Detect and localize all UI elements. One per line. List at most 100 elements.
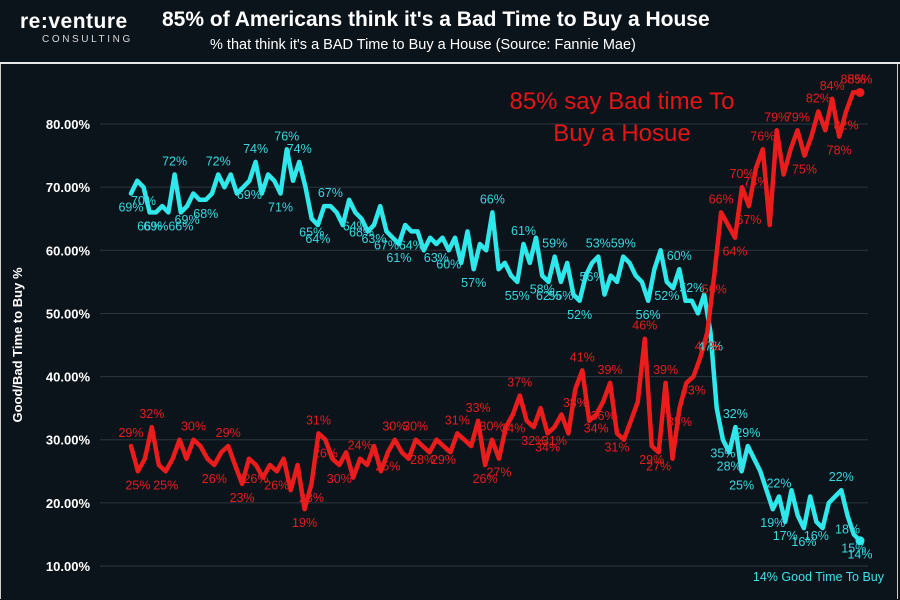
good-time-data-label: 69% bbox=[175, 213, 200, 227]
bad-time-data-label: 26% bbox=[473, 472, 498, 486]
good-time-data-label: 68% bbox=[349, 226, 374, 240]
good-time-data-label: 52% bbox=[567, 308, 592, 322]
bad-time-data-label: 27% bbox=[486, 466, 511, 480]
good-time-data-label: 18% bbox=[835, 522, 860, 536]
bad-time-data-label: 19% bbox=[292, 516, 317, 530]
y-tick-label: 70.00% bbox=[46, 180, 91, 195]
bad-time-data-label: 38% bbox=[563, 396, 588, 410]
good-time-data-label: 52% bbox=[654, 289, 679, 303]
bad-time-data-label: 25% bbox=[125, 478, 150, 492]
bad-time-data-label: 79% bbox=[785, 110, 810, 124]
grid-lines bbox=[100, 123, 868, 567]
bad-time-data-label: 25% bbox=[375, 459, 400, 473]
good-time-data-label: 67% bbox=[318, 186, 343, 200]
chart-subtitle: % that think it's a BAD Time to Buy a Ho… bbox=[210, 37, 636, 53]
bad-time-data-label: 84% bbox=[820, 79, 845, 93]
good-time-data-label: 62% bbox=[536, 289, 561, 303]
bad-time-data-label: 24% bbox=[348, 439, 373, 453]
good-time-series-line bbox=[128, 147, 863, 543]
good-time-data-label: 66% bbox=[137, 219, 162, 233]
bad-time-data-label: 23% bbox=[230, 491, 255, 505]
good-time-data-label: 16% bbox=[804, 529, 829, 543]
y-tick-label: 10.00% bbox=[46, 559, 91, 574]
bad-time-data-label: 34% bbox=[584, 421, 609, 435]
bad-time-data-label: 82% bbox=[806, 91, 831, 105]
annotations: 85% say Bad time To Buy a Hosue 14% Good… bbox=[509, 88, 884, 584]
bad-time-data-label: 39% bbox=[653, 363, 678, 377]
series-lines bbox=[128, 87, 865, 546]
good-time-data-label: 63% bbox=[361, 232, 386, 246]
bad-time-data-label: 73% bbox=[743, 175, 768, 189]
good-time-data-label: 70% bbox=[131, 194, 156, 208]
good-time-data-label: 14% bbox=[847, 548, 872, 562]
good-time-data-label: 35% bbox=[710, 447, 735, 461]
bad-time-data-label: 75% bbox=[792, 163, 817, 177]
good-time-data-label: 67% bbox=[374, 238, 399, 252]
good-time-data-label: 60% bbox=[436, 257, 461, 271]
good-time-data-label: 32% bbox=[723, 407, 748, 421]
good-time-data-label: 28% bbox=[717, 459, 742, 473]
good-time-data-label: 17% bbox=[773, 529, 798, 543]
good-time-data-label: 59% bbox=[542, 237, 567, 251]
bad-time-data-label: 46% bbox=[632, 319, 657, 333]
good-time-data-label: 56% bbox=[636, 308, 661, 322]
good-time-data-label: 22% bbox=[766, 477, 791, 491]
bad-time-data-label: 28% bbox=[410, 453, 435, 467]
bad-time-data-label: 26% bbox=[202, 472, 227, 486]
good-time-end-point bbox=[855, 536, 865, 546]
good-time-data-label: 66% bbox=[168, 219, 193, 233]
bad-time-data-label: 79% bbox=[764, 110, 789, 124]
good-time-data-label: 69% bbox=[143, 219, 168, 233]
good-time-data-label: 59% bbox=[611, 237, 636, 251]
good-time-data-label: 58% bbox=[530, 283, 555, 297]
bad-time-data-label: 67% bbox=[736, 213, 761, 227]
bad-time-data-label: 41% bbox=[570, 350, 595, 364]
bad-time-data-label: 76% bbox=[750, 129, 775, 143]
good-time-data-label: 66% bbox=[480, 192, 505, 206]
bad-time-data-label: 30% bbox=[327, 472, 352, 486]
y-tick-label: 30.00% bbox=[46, 433, 91, 448]
good-time-data-label: 55% bbox=[548, 289, 573, 303]
good-time-annotation: 14% Good Time To Buy bbox=[753, 570, 885, 584]
chart-header: re:venture CONSULTING 85% of Americans t… bbox=[0, 0, 900, 64]
y-tick-label: 60.00% bbox=[46, 243, 91, 258]
bad-time-data-label: 32% bbox=[521, 434, 546, 448]
bad-time-data-label: 32% bbox=[139, 407, 164, 421]
good-time-data-label: 47% bbox=[698, 339, 723, 353]
bad-time-data-label: 34% bbox=[535, 440, 560, 454]
y-axis-label: Good/Bad Time to Buy % bbox=[10, 267, 25, 422]
y-tick-label: 20.00% bbox=[46, 496, 91, 511]
bad-time-data-label: 29% bbox=[639, 453, 664, 467]
bad-time-data-label: 64% bbox=[723, 245, 748, 259]
bad-time-annotation-line1: 85% say Bad time To bbox=[509, 88, 734, 115]
good-time-data-label: 56% bbox=[580, 270, 605, 284]
bad-time-data-label: 82% bbox=[834, 118, 859, 132]
good-time-data-label: 64% bbox=[305, 232, 330, 246]
bad-time-annotation-line2: Buy a Hosue bbox=[553, 120, 690, 147]
bad-time-data-label: 47% bbox=[695, 339, 720, 353]
bad-time-data-label: 26% bbox=[313, 447, 338, 461]
good-time-data-label: 68% bbox=[193, 207, 218, 221]
good-time-data-label: 55% bbox=[505, 289, 530, 303]
bad-time-data-label: 34% bbox=[500, 421, 525, 435]
good-time-data-label: 22% bbox=[829, 470, 854, 484]
good-time-data-label: 64% bbox=[343, 219, 368, 233]
bad-time-data-label: 85% bbox=[841, 72, 866, 86]
y-axis-ticks: 10.00% 20.00% 30.00% 40.00% 50.00% 60.00% 70.0… bbox=[46, 117, 91, 574]
bad-time-series-line bbox=[128, 90, 863, 512]
good-time-data-label: 25% bbox=[729, 478, 754, 492]
bad-time-data-label: 85% bbox=[847, 72, 872, 86]
bad-time-end-point bbox=[855, 87, 865, 97]
good-time-data-label: 64% bbox=[399, 238, 424, 252]
bad-time-data-label: 26% bbox=[264, 478, 289, 492]
good-time-data-label: 52% bbox=[679, 281, 704, 295]
bad-time-data-label: 23% bbox=[299, 491, 324, 505]
bad-time-data-label: 37% bbox=[507, 376, 532, 390]
good-time-data-label: 29% bbox=[735, 426, 760, 440]
good-time-data-label: 65% bbox=[299, 226, 324, 240]
chart-title: 85% of Americans think it's a Bad Time t… bbox=[162, 8, 710, 31]
bad-time-data-label: 29% bbox=[118, 426, 143, 440]
bad-time-data-label: 31% bbox=[445, 413, 470, 427]
bad-time-data-label: 33% bbox=[466, 401, 491, 415]
